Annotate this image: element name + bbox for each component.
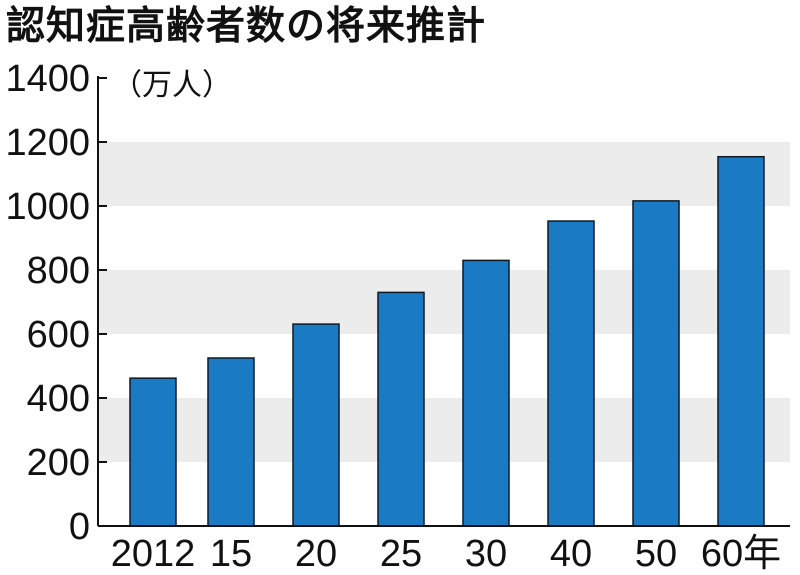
y-tick-label: 1400 (5, 58, 90, 100)
unit-label: （万人） (112, 68, 232, 103)
x-tick-label: 2012 (111, 533, 196, 575)
chart-title: 認知症高齢者数の将来推計 (6, 4, 487, 49)
x-tick-label: 30 (465, 533, 507, 575)
x-tick-label: 25 (380, 533, 422, 575)
y-tick-label: 200 (27, 442, 90, 484)
bars (129, 155, 765, 527)
bar-30 (462, 259, 510, 527)
grid-band (98, 270, 790, 334)
axes (97, 76, 790, 527)
x-tick-label: 20 (295, 533, 337, 575)
grid-band (98, 142, 790, 206)
bar-50 (632, 200, 680, 527)
y-tick-label: 1000 (5, 186, 90, 228)
y-tick-label: 800 (27, 250, 90, 292)
grid-band (98, 398, 790, 462)
bar-40 (547, 220, 595, 527)
bar-15 (207, 357, 255, 527)
x-tick-label: 15 (210, 533, 252, 575)
grid-bands (98, 142, 790, 462)
bar-20 (292, 323, 340, 527)
y-tick-label: 1200 (5, 122, 90, 164)
y-tick-label: 0 (69, 506, 90, 548)
bar-25 (377, 291, 425, 527)
bar-60年 (717, 155, 765, 527)
x-tick-label: 40 (550, 533, 592, 575)
y-tick-label: 600 (27, 314, 90, 356)
y-tick-labels: 0 200 400 600 800 1000 1200 1400 (5, 58, 90, 548)
x-tick-label: 50 (635, 533, 677, 575)
y-tick-label: 400 (27, 378, 90, 420)
x-tick-label: 60年 (701, 533, 781, 575)
bar-2012 (129, 377, 177, 527)
x-tick-labels: 2012 15 20 25 30 40 50 60年 (111, 533, 781, 575)
